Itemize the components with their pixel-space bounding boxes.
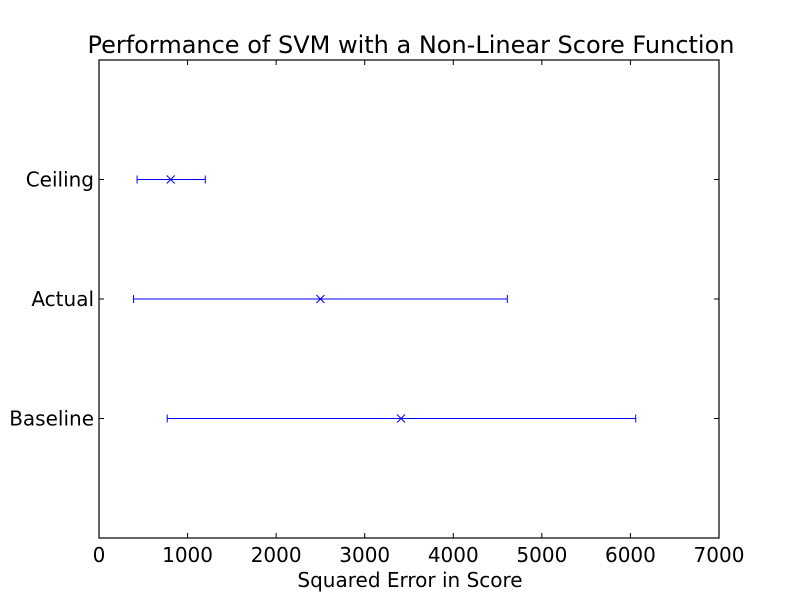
y-tick-label: Baseline: [9, 407, 94, 431]
x-axis-title: Squared Error in Score: [297, 568, 522, 592]
y-tick-label: Ceiling: [26, 168, 94, 192]
series-layer: [133, 175, 637, 423]
errorbar-baseline: [166, 414, 637, 423]
x-tick-label: 1000: [162, 543, 213, 567]
errorbar-ceiling: [136, 175, 206, 184]
x-tick-label: 7000: [694, 543, 745, 567]
axis-ticks: [98, 60, 720, 538]
mean-marker-x: [166, 175, 176, 184]
x-tick-label: 0: [93, 543, 106, 567]
x-tick-label: 2000: [251, 543, 302, 567]
tick-labels: 0 1000 2000 3000 4000 5000 6000 7000 Ceiling Actu…: [9, 168, 744, 568]
mean-marker-x: [396, 414, 406, 423]
x-tick-label: 3000: [339, 543, 390, 567]
mean-marker-x: [316, 294, 325, 304]
x-tick-label: 6000: [605, 543, 656, 567]
errorbar-actual: [133, 294, 508, 304]
y-tick-label: Actual: [31, 287, 94, 311]
x-tick-label: 4000: [428, 543, 479, 567]
x-tick-label: 5000: [516, 543, 567, 567]
chart-title: Performance of SVM with a Non-Linear Sco…: [87, 31, 734, 59]
